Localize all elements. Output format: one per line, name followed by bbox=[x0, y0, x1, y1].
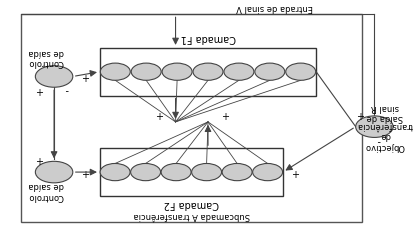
Circle shape bbox=[162, 63, 192, 80]
Circle shape bbox=[35, 161, 73, 183]
Text: Controlo
de saída: Controlo de saída bbox=[28, 181, 64, 201]
Circle shape bbox=[161, 163, 191, 181]
Text: Camada F1: Camada F1 bbox=[181, 33, 235, 43]
Text: +: + bbox=[155, 109, 163, 119]
Text: +: + bbox=[35, 154, 44, 164]
Circle shape bbox=[131, 163, 161, 181]
Text: Saída de
sinal R: Saída de sinal R bbox=[366, 103, 403, 122]
Circle shape bbox=[286, 63, 316, 80]
Text: -: - bbox=[65, 85, 68, 95]
Text: +: + bbox=[81, 167, 89, 177]
Text: +: + bbox=[220, 109, 229, 119]
Circle shape bbox=[224, 63, 254, 80]
Circle shape bbox=[356, 116, 393, 137]
Circle shape bbox=[192, 163, 222, 181]
Circle shape bbox=[222, 163, 252, 181]
Text: Objectivo
de
transferência: Objectivo de transferência bbox=[357, 121, 413, 151]
Text: -: - bbox=[377, 136, 380, 146]
Circle shape bbox=[193, 63, 223, 80]
Circle shape bbox=[255, 63, 285, 80]
Text: Subcamada A transferência: Subcamada A transferência bbox=[133, 211, 250, 220]
Text: +: + bbox=[356, 109, 364, 119]
Circle shape bbox=[100, 63, 130, 80]
Circle shape bbox=[253, 163, 282, 181]
Text: +: + bbox=[81, 71, 89, 81]
Circle shape bbox=[131, 63, 161, 80]
Text: Entrada de sinal V: Entrada de sinal V bbox=[237, 3, 313, 12]
Text: +: + bbox=[35, 85, 44, 95]
Text: +: + bbox=[291, 167, 300, 177]
Text: Camada F2: Camada F2 bbox=[163, 199, 219, 209]
Circle shape bbox=[100, 163, 130, 181]
Circle shape bbox=[35, 66, 73, 87]
Text: Controlo
de saída: Controlo de saída bbox=[28, 48, 64, 67]
